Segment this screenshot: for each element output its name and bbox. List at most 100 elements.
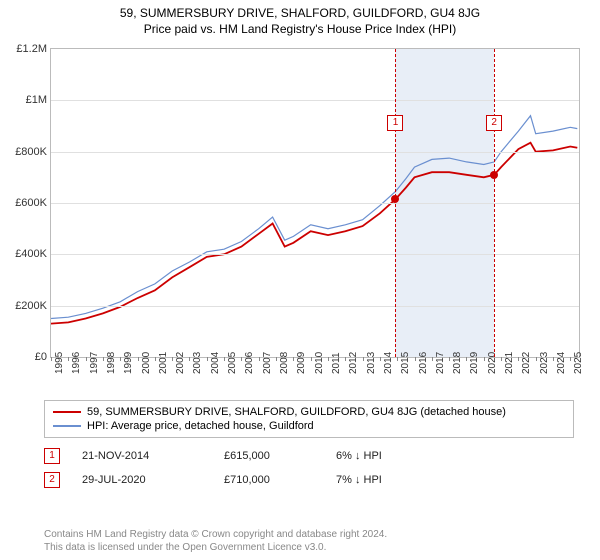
- footer-line: Contains HM Land Registry data © Crown c…: [44, 528, 574, 541]
- x-axis-tick-label: 2017: [435, 352, 446, 374]
- x-axis-tick-mark: [120, 357, 121, 361]
- x-axis-tick-label: 2011: [331, 352, 342, 374]
- transaction-hpi-diff: 6% ↓ HPI: [336, 450, 436, 462]
- x-axis-tick-mark: [449, 357, 450, 361]
- legend-label: 59, SUMMERSBURY DRIVE, SHALFORD, GUILDFO…: [87, 406, 506, 418]
- x-axis-tick-label: 2023: [539, 352, 550, 374]
- y-axis-tick-label: £0: [3, 351, 47, 363]
- x-axis-tick-mark: [397, 357, 398, 361]
- transaction-row: 2 29-JUL-2020 £710,000 7% ↓ HPI: [44, 468, 574, 492]
- x-axis-tick-mark: [155, 357, 156, 361]
- x-axis-tick-mark: [501, 357, 502, 361]
- x-axis-tick-label: 2015: [400, 352, 411, 374]
- legend-item: HPI: Average price, detached house, Guil…: [53, 419, 565, 433]
- gridline: [51, 254, 579, 255]
- x-axis-tick-mark: [276, 357, 277, 361]
- x-axis-tick-label: 1995: [54, 352, 65, 374]
- x-axis-tick-mark: [86, 357, 87, 361]
- x-axis-tick-label: 1998: [106, 352, 117, 374]
- transaction-data-point: [490, 171, 498, 179]
- legend-item: 59, SUMMERSBURY DRIVE, SHALFORD, GUILDFO…: [53, 405, 565, 419]
- y-axis-tick-label: £400K: [3, 248, 47, 260]
- x-axis-tick-mark: [328, 357, 329, 361]
- transaction-date: 21-NOV-2014: [82, 450, 202, 462]
- transaction-price: £710,000: [224, 474, 314, 486]
- x-axis-tick-mark: [345, 357, 346, 361]
- x-axis-tick-mark: [363, 357, 364, 361]
- transaction-index-badge: 2: [44, 472, 60, 488]
- x-axis-tick-label: 2006: [244, 352, 255, 374]
- chart-subtitle: Price paid vs. HM Land Registry's House …: [0, 20, 600, 36]
- transactions-table: 1 21-NOV-2014 £615,000 6% ↓ HPI 2 29-JUL-2020…: [44, 444, 574, 492]
- x-axis-tick-mark: [570, 357, 571, 361]
- x-axis-tick-label: 2002: [175, 352, 186, 374]
- legend-swatch: [53, 411, 81, 413]
- transaction-price: £615,000: [224, 450, 314, 462]
- x-axis-tick-mark: [259, 357, 260, 361]
- x-axis-tick-mark: [207, 357, 208, 361]
- x-axis-tick-mark: [311, 357, 312, 361]
- series-line: [51, 116, 577, 319]
- chart-title: 59, SUMMERSBURY DRIVE, SHALFORD, GUILDFO…: [0, 0, 600, 20]
- x-axis-tick-mark: [172, 357, 173, 361]
- gridline: [51, 306, 579, 307]
- y-axis-tick-label: £600K: [3, 197, 47, 209]
- x-axis-tick-mark: [466, 357, 467, 361]
- transaction-marker-label: 2: [486, 115, 502, 131]
- x-axis-tick-label: 1996: [71, 352, 82, 374]
- x-axis-tick-mark: [51, 357, 52, 361]
- footer-attribution: Contains HM Land Registry data © Crown c…: [44, 528, 574, 554]
- transaction-index-badge: 1: [44, 448, 60, 464]
- x-axis-tick-label: 2020: [487, 352, 498, 374]
- x-axis-tick-label: 2021: [504, 352, 515, 374]
- x-axis-tick-label: 2009: [296, 352, 307, 374]
- legend-label: HPI: Average price, detached house, Guil…: [87, 420, 314, 432]
- x-axis-tick-mark: [293, 357, 294, 361]
- x-axis-tick-mark: [415, 357, 416, 361]
- x-axis-tick-mark: [189, 357, 190, 361]
- transaction-hpi-diff: 7% ↓ HPI: [336, 474, 436, 486]
- x-axis-tick-label: 2007: [262, 352, 273, 374]
- x-axis-tick-label: 1997: [89, 352, 100, 374]
- x-axis-tick-label: 2022: [521, 352, 532, 374]
- x-axis-tick-label: 2004: [210, 352, 221, 374]
- gridline: [51, 152, 579, 153]
- legend-box: 59, SUMMERSBURY DRIVE, SHALFORD, GUILDFO…: [44, 400, 574, 438]
- x-axis-tick-mark: [68, 357, 69, 361]
- x-axis-tick-label: 2005: [227, 352, 238, 374]
- transaction-marker-label: 1: [387, 115, 403, 131]
- x-axis-tick-label: 2001: [158, 352, 169, 374]
- x-axis-tick-label: 2019: [469, 352, 480, 374]
- footer-line: This data is licensed under the Open Gov…: [44, 541, 574, 554]
- x-axis-tick-mark: [138, 357, 139, 361]
- plot-area: £0£200K£400K£600K£800K£1M£1.2M1995199619…: [50, 48, 580, 358]
- x-axis-tick-mark: [518, 357, 519, 361]
- x-axis-tick-mark: [241, 357, 242, 361]
- x-axis-tick-label: 2024: [556, 352, 567, 374]
- x-axis-tick-label: 2003: [192, 352, 203, 374]
- y-axis-tick-label: £800K: [3, 146, 47, 158]
- x-axis-tick-label: 2013: [366, 352, 377, 374]
- transaction-marker-line: [494, 49, 495, 357]
- x-axis-tick-label: 1999: [123, 352, 134, 374]
- x-axis-tick-label: 2000: [141, 352, 152, 374]
- x-axis-tick-label: 2008: [279, 352, 290, 374]
- x-axis-tick-mark: [536, 357, 537, 361]
- y-axis-tick-label: £200K: [3, 300, 47, 312]
- transaction-row: 1 21-NOV-2014 £615,000 6% ↓ HPI: [44, 444, 574, 468]
- x-axis-tick-label: 2025: [573, 352, 584, 374]
- legend-swatch: [53, 425, 81, 427]
- gridline: [51, 100, 579, 101]
- x-axis-tick-label: 2010: [314, 352, 325, 374]
- x-axis-tick-mark: [432, 357, 433, 361]
- x-axis-tick-label: 2012: [348, 352, 359, 374]
- x-axis-tick-label: 2018: [452, 352, 463, 374]
- x-axis-tick-mark: [103, 357, 104, 361]
- x-axis-tick-mark: [380, 357, 381, 361]
- y-axis-tick-label: £1M: [3, 94, 47, 106]
- transaction-date: 29-JUL-2020: [82, 474, 202, 486]
- x-axis-tick-label: 2014: [383, 352, 394, 374]
- x-axis-tick-mark: [553, 357, 554, 361]
- gridline: [51, 203, 579, 204]
- y-axis-tick-label: £1.2M: [3, 43, 47, 55]
